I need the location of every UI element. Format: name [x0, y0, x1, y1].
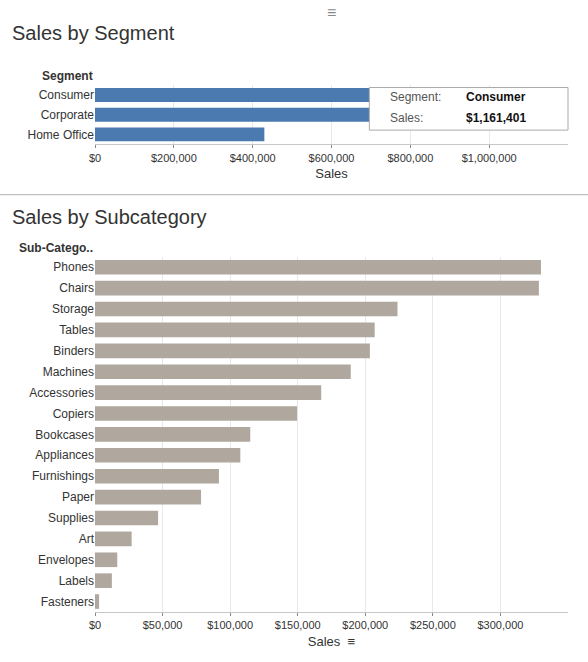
svg-text:Phones: Phones — [53, 260, 94, 274]
svg-text:$50,000: $50,000 — [143, 619, 183, 631]
svg-text:$1,161,401: $1,161,401 — [466, 111, 526, 125]
svg-text:Labels: Labels — [59, 574, 94, 588]
svg-text:$800,000: $800,000 — [387, 152, 433, 164]
svg-text:Sales ≡: Sales ≡ — [308, 634, 355, 649]
svg-text:Sales by Segment: Sales by Segment — [12, 22, 175, 44]
svg-text:Sales by Subcategory: Sales by Subcategory — [12, 206, 207, 228]
svg-text:$250,000: $250,000 — [410, 619, 456, 631]
svg-text:≡: ≡ — [327, 4, 336, 21]
svg-text:$600,000: $600,000 — [309, 152, 355, 164]
svg-text:$1,000,000: $1,000,000 — [462, 152, 517, 164]
svg-text:Segment: Segment — [42, 69, 93, 83]
svg-text:Bookcases: Bookcases — [35, 428, 94, 442]
svg-text:Sales: Sales — [315, 166, 348, 181]
svg-text:Storage: Storage — [52, 302, 94, 316]
svg-text:Segment:: Segment: — [390, 90, 441, 104]
svg-text:$300,000: $300,000 — [477, 619, 523, 631]
svg-text:Accessories: Accessories — [29, 386, 94, 400]
svg-text:$200,000: $200,000 — [151, 152, 197, 164]
svg-text:$150,000: $150,000 — [275, 619, 321, 631]
svg-text:Home Office: Home Office — [28, 128, 95, 142]
svg-text:Fasteners: Fasteners — [41, 595, 94, 609]
svg-text:Furnishings: Furnishings — [32, 469, 94, 483]
svg-text:Envelopes: Envelopes — [38, 553, 94, 567]
svg-text:Machines: Machines — [43, 365, 94, 379]
svg-text:$400,000: $400,000 — [230, 152, 276, 164]
svg-text:$0: $0 — [89, 619, 101, 631]
svg-text:Binders: Binders — [53, 344, 94, 358]
svg-text:Sub-Catego..: Sub-Catego.. — [19, 241, 93, 255]
svg-text:$0: $0 — [89, 152, 101, 164]
svg-text:Art: Art — [79, 532, 95, 546]
svg-text:Tables: Tables — [59, 323, 94, 337]
svg-text:$200,000: $200,000 — [342, 619, 388, 631]
svg-text:Corporate: Corporate — [41, 108, 95, 122]
svg-text:Paper: Paper — [62, 490, 94, 504]
svg-text:$100,000: $100,000 — [207, 619, 253, 631]
svg-text:Consumer: Consumer — [39, 88, 94, 102]
svg-text:Consumer: Consumer — [466, 90, 526, 104]
svg-text:Appliances: Appliances — [35, 448, 94, 462]
svg-text:Copiers: Copiers — [53, 407, 94, 421]
svg-text:Supplies: Supplies — [48, 511, 94, 525]
svg-text:Sales:: Sales: — [390, 111, 423, 125]
svg-text:Chairs: Chairs — [59, 281, 94, 295]
